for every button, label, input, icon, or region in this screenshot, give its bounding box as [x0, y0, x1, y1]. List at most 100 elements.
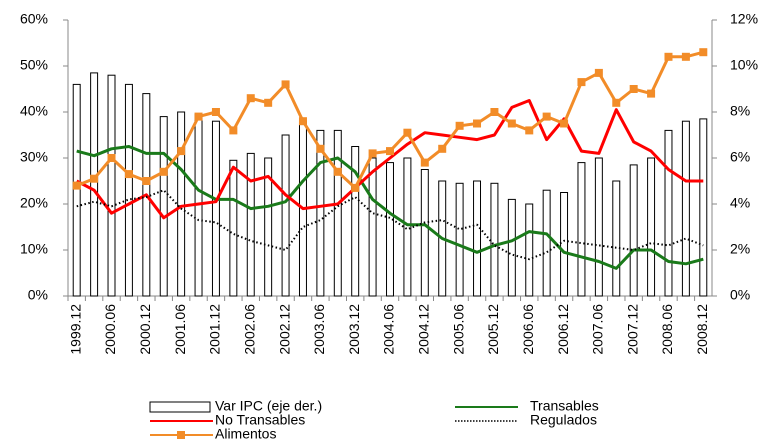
y-tick-label: 40% — [20, 103, 48, 119]
x-tick-label: 2007.12 — [624, 304, 640, 355]
marker — [420, 158, 429, 167]
line — [76, 99, 704, 220]
legend-swatch — [149, 401, 211, 413]
marker — [629, 85, 638, 93]
y-tick-label: 50% — [20, 57, 48, 73]
marker — [699, 48, 708, 57]
marker — [194, 112, 203, 121]
x-tick-label: 2002.12 — [276, 304, 292, 355]
bar — [420, 169, 429, 297]
bar — [594, 157, 603, 297]
bar — [490, 182, 499, 297]
marker — [281, 80, 290, 89]
y-tick-label: 60% — [20, 11, 48, 27]
y2-tick-label: 4% — [730, 195, 750, 211]
bar — [386, 162, 394, 297]
x-tick-label: 2004.12 — [416, 304, 432, 355]
y-tick-label: 0% — [28, 287, 48, 303]
bar — [333, 129, 342, 297]
bar — [211, 120, 220, 297]
marker — [386, 147, 394, 156]
y2-tick-label: 6% — [730, 149, 750, 165]
bar — [699, 118, 708, 297]
legend-entry: No Transables — [150, 412, 305, 428]
marker — [438, 144, 447, 153]
marker — [246, 94, 255, 103]
marker — [316, 144, 325, 153]
marker — [124, 170, 133, 179]
marker — [159, 167, 168, 176]
x-tick-label: 2008.06 — [659, 304, 675, 355]
marker — [473, 119, 482, 128]
marker — [351, 183, 360, 192]
bar — [577, 162, 586, 297]
bar — [316, 129, 325, 297]
bar — [681, 120, 690, 297]
x-tick-label: 2002.06 — [241, 304, 257, 355]
y2-tick-label: 8% — [730, 103, 750, 119]
legend-label: Var IPC (eje der.) — [215, 398, 322, 414]
marker — [142, 177, 151, 185]
legend-entry: Alimentos — [150, 426, 276, 442]
bar — [507, 198, 516, 297]
marker — [525, 126, 534, 135]
bar — [560, 192, 569, 297]
x-tick-label: 2004.06 — [381, 304, 397, 355]
bar — [72, 83, 81, 297]
marker — [333, 167, 342, 176]
marker — [560, 119, 569, 128]
marker — [612, 98, 621, 107]
legend-label: Transables — [530, 398, 599, 414]
x-tick-label: 2001.12 — [207, 304, 223, 355]
legend-marker — [177, 431, 185, 439]
legend-label: No Transables — [215, 412, 305, 428]
marker — [664, 52, 673, 61]
marker — [681, 52, 690, 61]
line — [76, 189, 704, 261]
marker — [177, 147, 186, 156]
x-tick-label: 2007.06 — [590, 304, 606, 355]
bar — [664, 129, 673, 297]
y2-tick-label: 12% — [730, 11, 758, 27]
bar — [455, 182, 464, 297]
bar — [542, 189, 551, 297]
marker — [455, 121, 464, 130]
bar — [124, 83, 133, 297]
marker — [90, 174, 99, 183]
legend-entry: Var IPC (eje der.) — [149, 398, 322, 414]
marker — [298, 117, 307, 126]
legend-entry: Regulados — [455, 412, 597, 428]
marker — [577, 78, 586, 87]
marker — [647, 89, 656, 98]
x-tick-label: 2008.12 — [694, 304, 710, 355]
bar — [473, 180, 482, 297]
x-tick-label: 2005.06 — [450, 304, 466, 355]
marker — [542, 112, 551, 121]
marker — [264, 98, 273, 107]
line — [76, 145, 704, 270]
x-tick-label: 2003.12 — [346, 304, 362, 355]
x-tick-label: 2000.12 — [137, 304, 153, 355]
marker — [594, 68, 603, 77]
bar — [351, 146, 360, 297]
legend-label: Regulados — [530, 412, 597, 428]
marker — [403, 128, 412, 137]
y2-tick-label: 2% — [730, 241, 750, 257]
bar — [525, 203, 534, 297]
bar — [246, 152, 255, 297]
marker — [107, 154, 116, 162]
marker — [507, 119, 516, 128]
y-tick-label: 30% — [20, 149, 48, 165]
x-tick-label: 1999.12 — [67, 304, 83, 355]
y-tick-label: 10% — [20, 241, 48, 257]
bar — [159, 116, 168, 297]
y-tick-label: 20% — [20, 195, 48, 211]
marker — [211, 108, 220, 116]
bar — [229, 159, 238, 297]
x-tick-label: 2006.06 — [520, 304, 536, 355]
marker — [72, 181, 81, 190]
y2-tick-label: 0% — [730, 287, 750, 303]
marker — [490, 108, 499, 116]
y2-tick-label: 10% — [730, 57, 758, 73]
